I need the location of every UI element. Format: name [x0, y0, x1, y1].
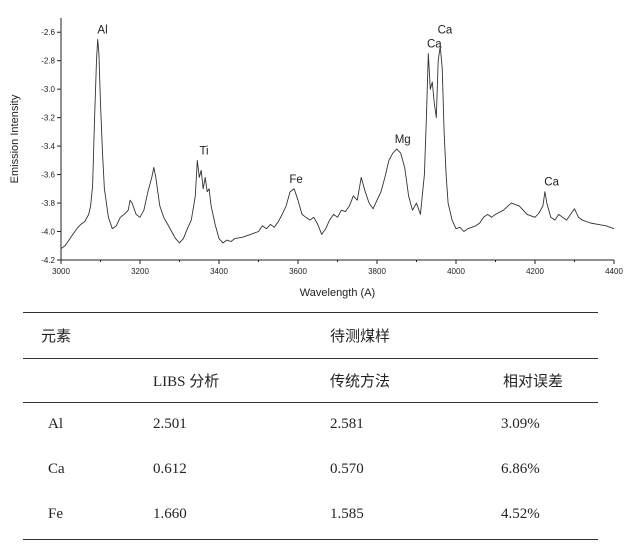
subheader-error: 相对误差	[503, 374, 564, 390]
y-tick-label: -4.0	[41, 228, 55, 237]
peak-label: Fe	[289, 174, 302, 186]
subheader-libs: LIBS 分析	[153, 374, 220, 390]
peak-label: Ca	[438, 24, 453, 36]
table-row-element: Al	[48, 416, 63, 432]
x-tick-label: 3200	[131, 267, 149, 276]
table-row-traditional: 2.581	[330, 416, 364, 432]
peak-label: Ca	[427, 39, 442, 51]
table-subheader-rule	[23, 402, 598, 403]
table-header-rule	[23, 358, 598, 359]
series-group	[60, 38, 615, 249]
table-row-libs: 1.660	[153, 506, 187, 522]
spectrum-line	[60, 38, 615, 249]
x-axis-label: Wavelength (A)	[300, 287, 375, 299]
x-tick-label: 4000	[447, 267, 465, 276]
table-row-libs: 2.501	[153, 416, 187, 432]
y-tick-label: -3.0	[41, 85, 55, 94]
peak-label: Ti	[199, 145, 208, 157]
y-tick-label: -3.4	[41, 142, 55, 151]
header-sample-group: 待测煤样	[330, 329, 391, 345]
table-row-error: 4.52%	[501, 506, 540, 522]
x-tick-label: 3600	[289, 267, 307, 276]
peak-label: Mg	[395, 134, 411, 146]
y-axis-label: Emission Intensity	[9, 94, 21, 183]
table-bottom-rule	[23, 539, 598, 540]
table-top-rule	[23, 312, 598, 313]
peak-label: Ca	[544, 177, 559, 189]
y-tick-label: -3.2	[41, 114, 55, 123]
y-tick-label: -3.6	[41, 171, 55, 180]
annotations-group: Al Ti Fe Mg Ca Ca Ca	[97, 24, 559, 188]
header-element: 元素	[41, 329, 72, 345]
x-tick-label: 3800	[368, 267, 386, 276]
x-tick-label: 4400	[605, 267, 623, 276]
x-tick-label: 4200	[526, 267, 544, 276]
y-tick-label: -4.2	[41, 256, 55, 265]
table-row-libs: 0.612	[153, 461, 187, 477]
table-row-traditional: 1.585	[330, 506, 364, 522]
table-row-error: 3.09%	[501, 416, 540, 432]
chart-svg: 3000 3200 3400 3600 3800 4000 4200 4400 -2.6 -2.8…	[9, 18, 623, 299]
subheader-traditional: 传统方法	[330, 374, 391, 390]
y-tick-label: -2.8	[41, 57, 55, 66]
table-row-element: Ca	[48, 461, 65, 477]
table-row-error: 6.86%	[501, 461, 540, 477]
x-tick-label: 3400	[210, 267, 228, 276]
x-tick-label: 3000	[52, 267, 70, 276]
peak-label: Al	[97, 24, 107, 36]
table-row-traditional: 0.570	[330, 461, 364, 477]
table-row-element: Fe	[48, 506, 63, 522]
y-tick-label: -3.8	[41, 199, 55, 208]
y-tick-label: -2.6	[41, 28, 55, 37]
spectrum-chart: 3000 3200 3400 3600 3800 4000 4200 4400 -2.6 -2.8…	[9, 18, 623, 299]
axes-group: 3000 3200 3400 3600 3800 4000 4200 4400 -2.6 -2.8…	[41, 18, 623, 276]
